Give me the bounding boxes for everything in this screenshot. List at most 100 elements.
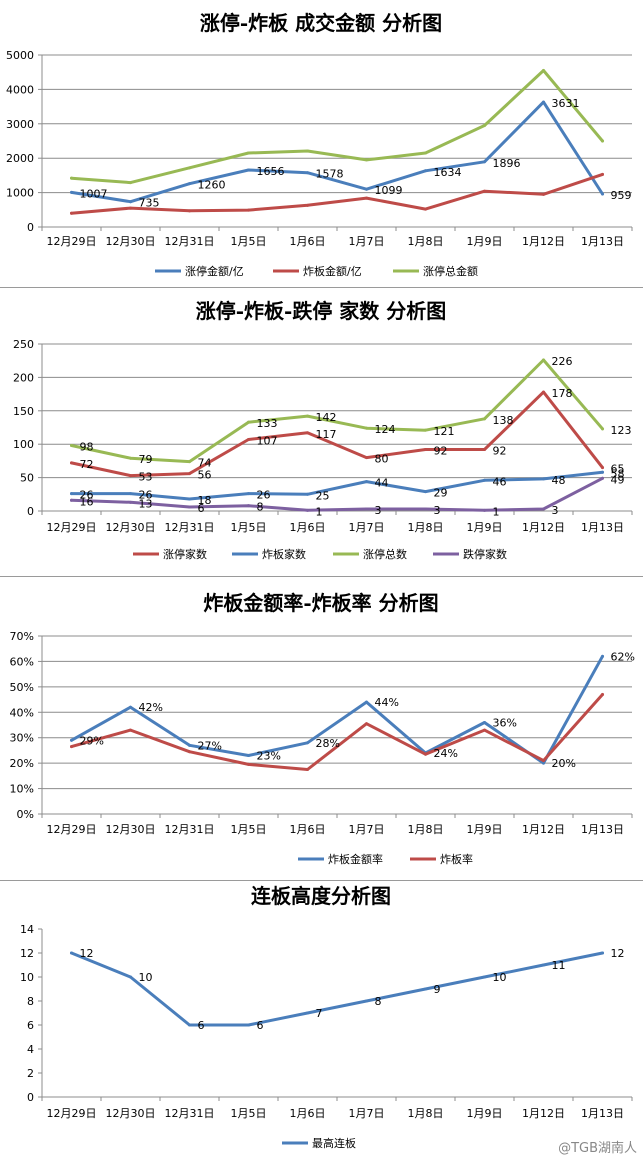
data-label: 28% [316,737,340,750]
x-tick-label: 12月30日 [106,521,156,534]
data-point [129,500,132,504]
data-point [542,390,545,394]
data-label: 26 [80,489,94,502]
data-label: 1 [493,505,500,518]
x-tick-label: 1月13日 [581,521,624,534]
data-point [601,470,604,474]
y-tick-label: 0% [17,808,34,821]
x-tick-label: 12月29日 [47,1107,97,1120]
y-tick-label: 40% [10,706,34,719]
data-point [424,448,427,452]
data-label: 10 [139,971,153,984]
x-tick-label: 1月5日 [231,235,267,248]
panel-divider [0,287,643,288]
series-line-0 [70,951,604,1027]
data-point [542,759,545,763]
data-label: 48 [552,474,566,487]
y-tick-label: 0 [27,505,34,518]
y-tick-label: 50% [10,681,34,694]
data-label: 1656 [257,165,285,178]
series-line-0 [70,390,604,478]
data-point [483,160,486,164]
data-point [129,474,132,478]
x-tick-label: 1月13日 [581,1107,624,1120]
data-point [601,654,604,658]
data-label: 1 [316,505,323,518]
data-label: 3631 [552,97,580,110]
y-tick-label: 10% [10,783,34,796]
data-point [483,728,486,732]
data-label: 20% [552,757,576,770]
data-point [247,504,250,508]
legend-label: 跌停家数 [463,547,507,561]
chart-svg: 涨停-炸板-跌停 家数 分析图 0 50 100 150 200 250 12月29日 12月3… [13,299,633,561]
x-tick-label: 1月6日 [290,823,326,836]
x-tick-label: 12月29日 [47,823,97,836]
data-point [188,460,191,464]
data-label: 1578 [316,168,344,181]
data-point [424,507,427,511]
data-label: 92 [434,445,448,458]
x-tick-label: 1月5日 [231,521,267,534]
x-tick-label: 12月29日 [47,235,97,248]
data-point [365,456,368,460]
x-tick-label: 12月31日 [165,823,215,836]
data-point [247,438,250,442]
data-point [424,428,427,432]
x-tick-label: 1月8日 [408,823,444,836]
data-label: 3 [552,504,559,517]
y-tick-label: 4 [27,1043,34,1056]
data-point [188,472,191,476]
y-tick-label: 50 [20,472,34,485]
chart-title: 炸板金额率-炸板率 分析图 [203,591,438,615]
data-point [542,192,545,196]
data-label: 16 [80,495,94,508]
data-point [424,207,427,211]
data-point [542,100,545,104]
chart-panel-ratio: 炸板金额率-炸板率 分析图 0% 10% 20% 30% 40% 50% 60% 70% 12月2… [0,577,643,880]
y-tick-label: 5000 [6,49,34,62]
x-tick-label: 1月7日 [349,1107,385,1120]
x-tick-label: 1月13日 [581,823,624,836]
data-point [601,139,604,143]
data-label: 1260 [198,179,226,192]
data-point [188,497,191,501]
data-label: 107 [257,435,278,448]
data-label: 8 [375,995,382,1008]
data-point [483,975,486,979]
data-label: 72 [80,458,94,471]
data-point [306,492,309,496]
data-label: 12 [611,947,625,960]
data-point [601,692,604,696]
data-label: 124 [375,423,396,436]
data-point [247,754,250,758]
series-line-2 [70,69,604,185]
data-point [70,444,73,448]
panel-divider [0,880,643,881]
x-tick-label: 12月30日 [106,823,156,836]
chart-title: 连板高度分析图 [251,884,391,908]
y-tick-label: 8 [27,995,34,1008]
y-tick-label: 4000 [6,83,34,96]
data-point [601,192,604,196]
x-tick-label: 1月9日 [467,235,503,248]
y-tick-label: 150 [13,405,34,418]
chart-panel-counts: 涨停-炸板-跌停 家数 分析图 0 50 100 150 200 250 12月29日 12月3… [0,288,643,576]
y-tick-label: 14 [20,923,34,936]
x-tick-label: 1月7日 [349,235,385,248]
y-tick-label: 6 [27,1019,34,1032]
data-label: 735 [139,197,160,210]
data-point [70,176,73,180]
watermark: @TGB湖南人 [558,1141,637,1156]
data-label: 8 [257,501,264,514]
data-label: 13 [139,497,153,510]
data-label: 46 [493,475,507,488]
data-point [365,999,368,1003]
data-point [365,158,368,162]
series-line-1 [70,693,604,771]
data-label: 24% [434,747,458,760]
data-label: 10 [493,971,507,984]
data-label: 3 [434,504,441,517]
data-point [365,507,368,511]
data-point [601,951,604,955]
